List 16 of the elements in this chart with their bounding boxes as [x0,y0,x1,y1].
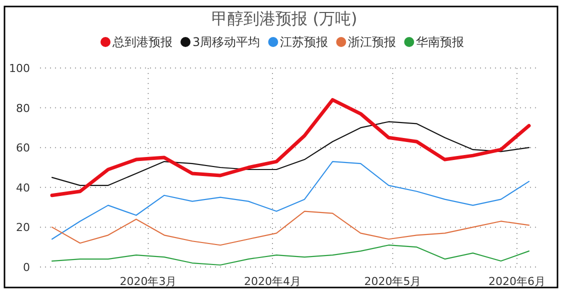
legend-label: 总到港预报 [112,35,172,49]
legend-label: 3周移动平均 [192,35,260,49]
y-tick-label: 80 [16,102,30,115]
y-tick-label: 60 [16,142,30,155]
x-tick-label: 2020年5月 [364,275,422,288]
x-tick-label: 2020年6月 [488,275,546,288]
legend-label: 江苏预报 [280,35,328,49]
y-tick-label: 0 [23,261,30,274]
y-tick-label: 100 [9,62,30,75]
y-tick-label: 40 [16,181,30,194]
x-tick-label: 2020年3月 [120,275,177,288]
legend-label: 浙江预报 [348,35,396,49]
legend-label: 华南预报 [416,35,464,49]
x-tick-label: 2020年4月 [244,275,301,288]
chart-title: 甲醇到港预报 (万吨) [212,9,358,28]
y-tick-label: 20 [16,221,30,234]
